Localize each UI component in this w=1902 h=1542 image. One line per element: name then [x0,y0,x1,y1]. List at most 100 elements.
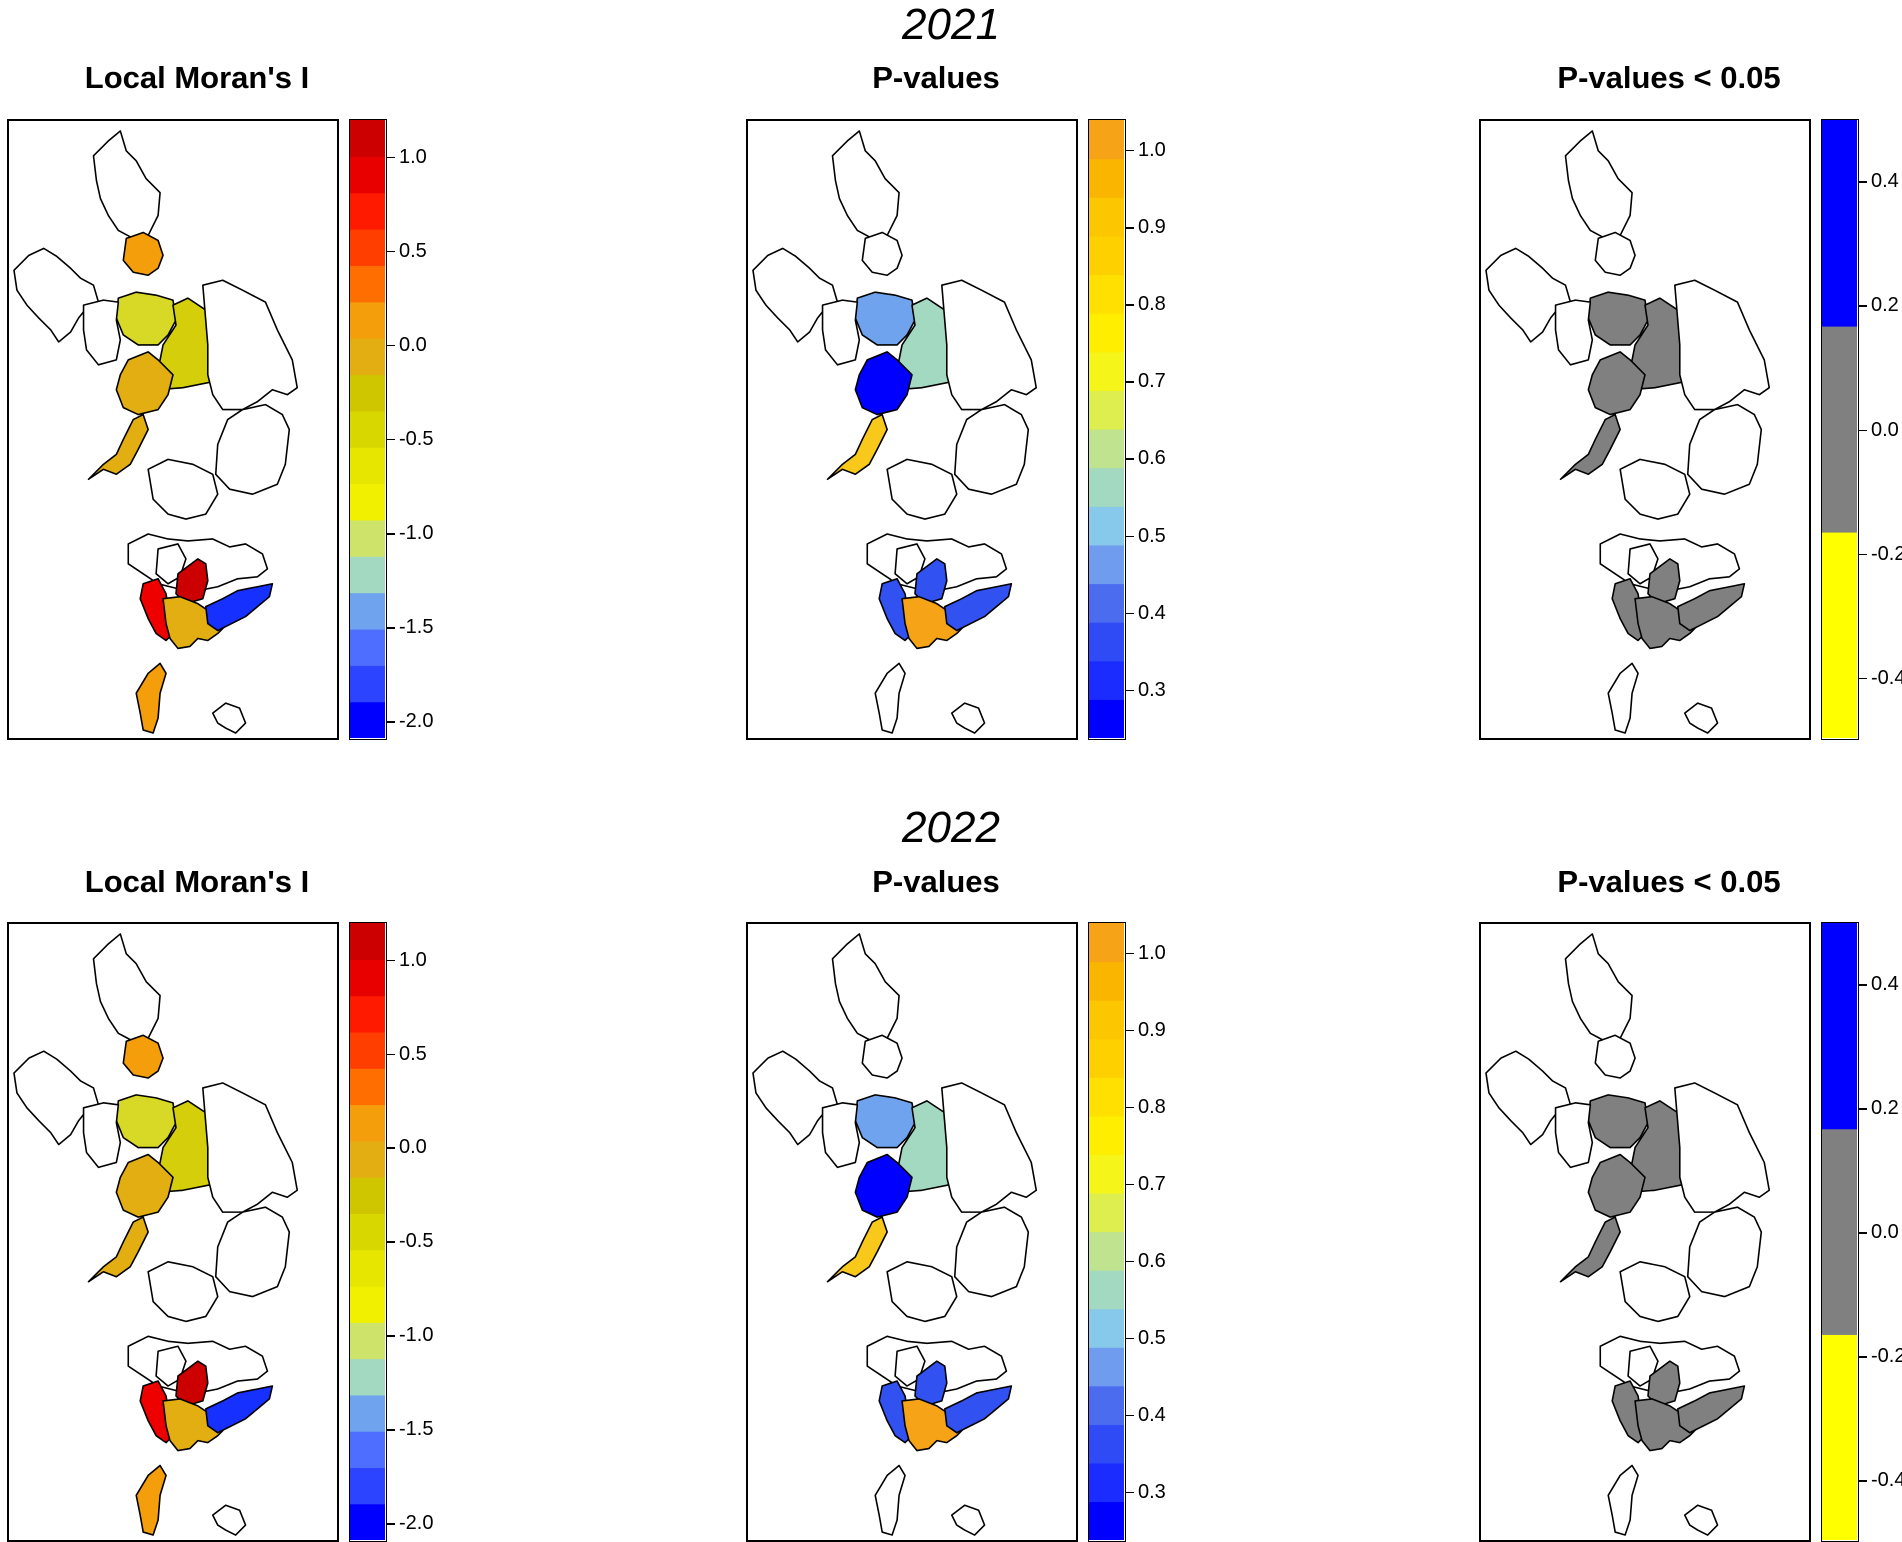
region-5 [82,1102,122,1169]
legend-swatch [350,483,385,521]
region-15 [175,558,209,605]
legend-swatch [1089,1231,1124,1271]
legend-swatch [1822,326,1857,533]
region-16 [1634,1398,1701,1452]
region-19 [1683,1504,1719,1536]
legend-tick-mark [387,250,395,253]
legend-tick-label: -2.0 [399,1512,434,1535]
region-17 [944,1385,1013,1434]
legend-tick-mark [387,344,395,347]
legend-tick-mark [1126,1414,1134,1417]
legend-swatch [350,1358,385,1396]
region-3 [122,231,164,277]
legend-tick-label: 1.0 [1138,138,1166,161]
region-5 [1554,1102,1594,1169]
region-15 [175,1360,209,1407]
legend-tick-mark [387,438,395,441]
map-sig-2022 [1479,922,1811,1542]
legend-tick-label: 0.4 [1871,170,1899,193]
legend-svg [350,120,385,738]
region-9 [202,279,299,411]
legend-swatch [1089,390,1124,430]
legend-swatch [350,959,385,997]
legend-tick-mark [387,1429,395,1431]
legend-tick-label: -2.0 [399,710,434,733]
legend-tick-mark [1126,689,1134,692]
legend-swatch [1089,429,1124,469]
region-10 [214,403,291,495]
region-11 [1619,458,1691,520]
region-2 [92,130,161,240]
legend-swatch [350,1322,385,1360]
legend-swatch [1089,583,1124,623]
panel-title-pvalue-2022: P-values [872,864,1000,899]
map-svg [13,933,299,1536]
region-9 [941,279,1038,411]
region-16 [162,595,229,650]
region-4 [115,1094,177,1149]
legend-swatch [1089,660,1124,700]
legend-tick-label: 0.0 [399,1136,427,1159]
legend-tick-label: 0.5 [1138,524,1166,547]
legend-tick-mark [1859,1480,1867,1482]
map-sig-2021 [1479,119,1811,740]
region-4 [854,1094,916,1149]
region-8 [87,413,149,481]
legend-swatch [1089,1154,1124,1194]
region-2 [831,130,900,240]
legend-pvalue-2022 [1088,922,1126,1542]
region-15 [914,1360,948,1407]
legend-tick-label: 0.8 [1138,1095,1166,1118]
region-17 [205,1385,274,1434]
region-10 [1686,1206,1763,1298]
region-9 [941,1082,1038,1213]
region-16 [162,1398,229,1452]
legend-tick-mark [387,627,395,629]
region-3 [1594,1034,1636,1079]
legend-swatch [1089,274,1124,314]
legend-tick-mark [387,959,395,962]
region-19 [950,702,986,734]
panel-title-sig-2021: P-values < 0.05 [1557,60,1781,95]
region-3 [861,1034,903,1079]
legend-swatch [1822,532,1857,738]
legend-tick-mark [1126,381,1134,383]
legend-swatch [1089,622,1124,662]
region-17 [1677,1385,1746,1434]
region-2 [1564,933,1633,1043]
legend-svg [350,923,385,1540]
region-18 [1607,662,1639,734]
region-3 [122,1034,164,1079]
legend-swatch [1089,923,1124,963]
legend-swatch [350,1177,385,1214]
legend-tick-label: -0.2 [1871,1345,1902,1367]
region-11 [1619,1261,1691,1323]
region-4 [1587,291,1649,346]
legend-tick-mark [387,156,395,159]
legend-tick-label: -1.5 [399,616,434,639]
legend-tick-label: 0.8 [1138,293,1166,316]
legend-tick-mark [1126,535,1134,538]
legend-tick-mark [1126,458,1134,460]
region-19 [211,1504,247,1536]
legend-swatch [350,1249,385,1287]
legend-tick-mark [1126,612,1134,615]
legend-tick-label: -0.5 [399,1230,434,1253]
region-19 [950,1504,986,1536]
legend-tick-mark [1126,1183,1134,1186]
region-11 [147,1261,219,1323]
legend-tick-label: 0.5 [1138,1326,1166,1349]
legend-swatch [350,1213,385,1251]
region-19 [1683,702,1719,734]
region-4 [854,291,916,346]
legend-tick-mark [1859,181,1867,183]
region-9 [1674,279,1771,411]
panel-title-moran-2021: Local Moran's I [84,60,310,95]
legend-swatch [350,1031,385,1069]
region-18 [135,1464,167,1536]
legend-swatch [1089,1385,1124,1425]
legend-tick-label: -1.0 [399,1324,434,1347]
legend-tick-mark [1126,1491,1134,1494]
region-16 [901,1398,968,1452]
legend-tick-mark [1126,227,1134,229]
